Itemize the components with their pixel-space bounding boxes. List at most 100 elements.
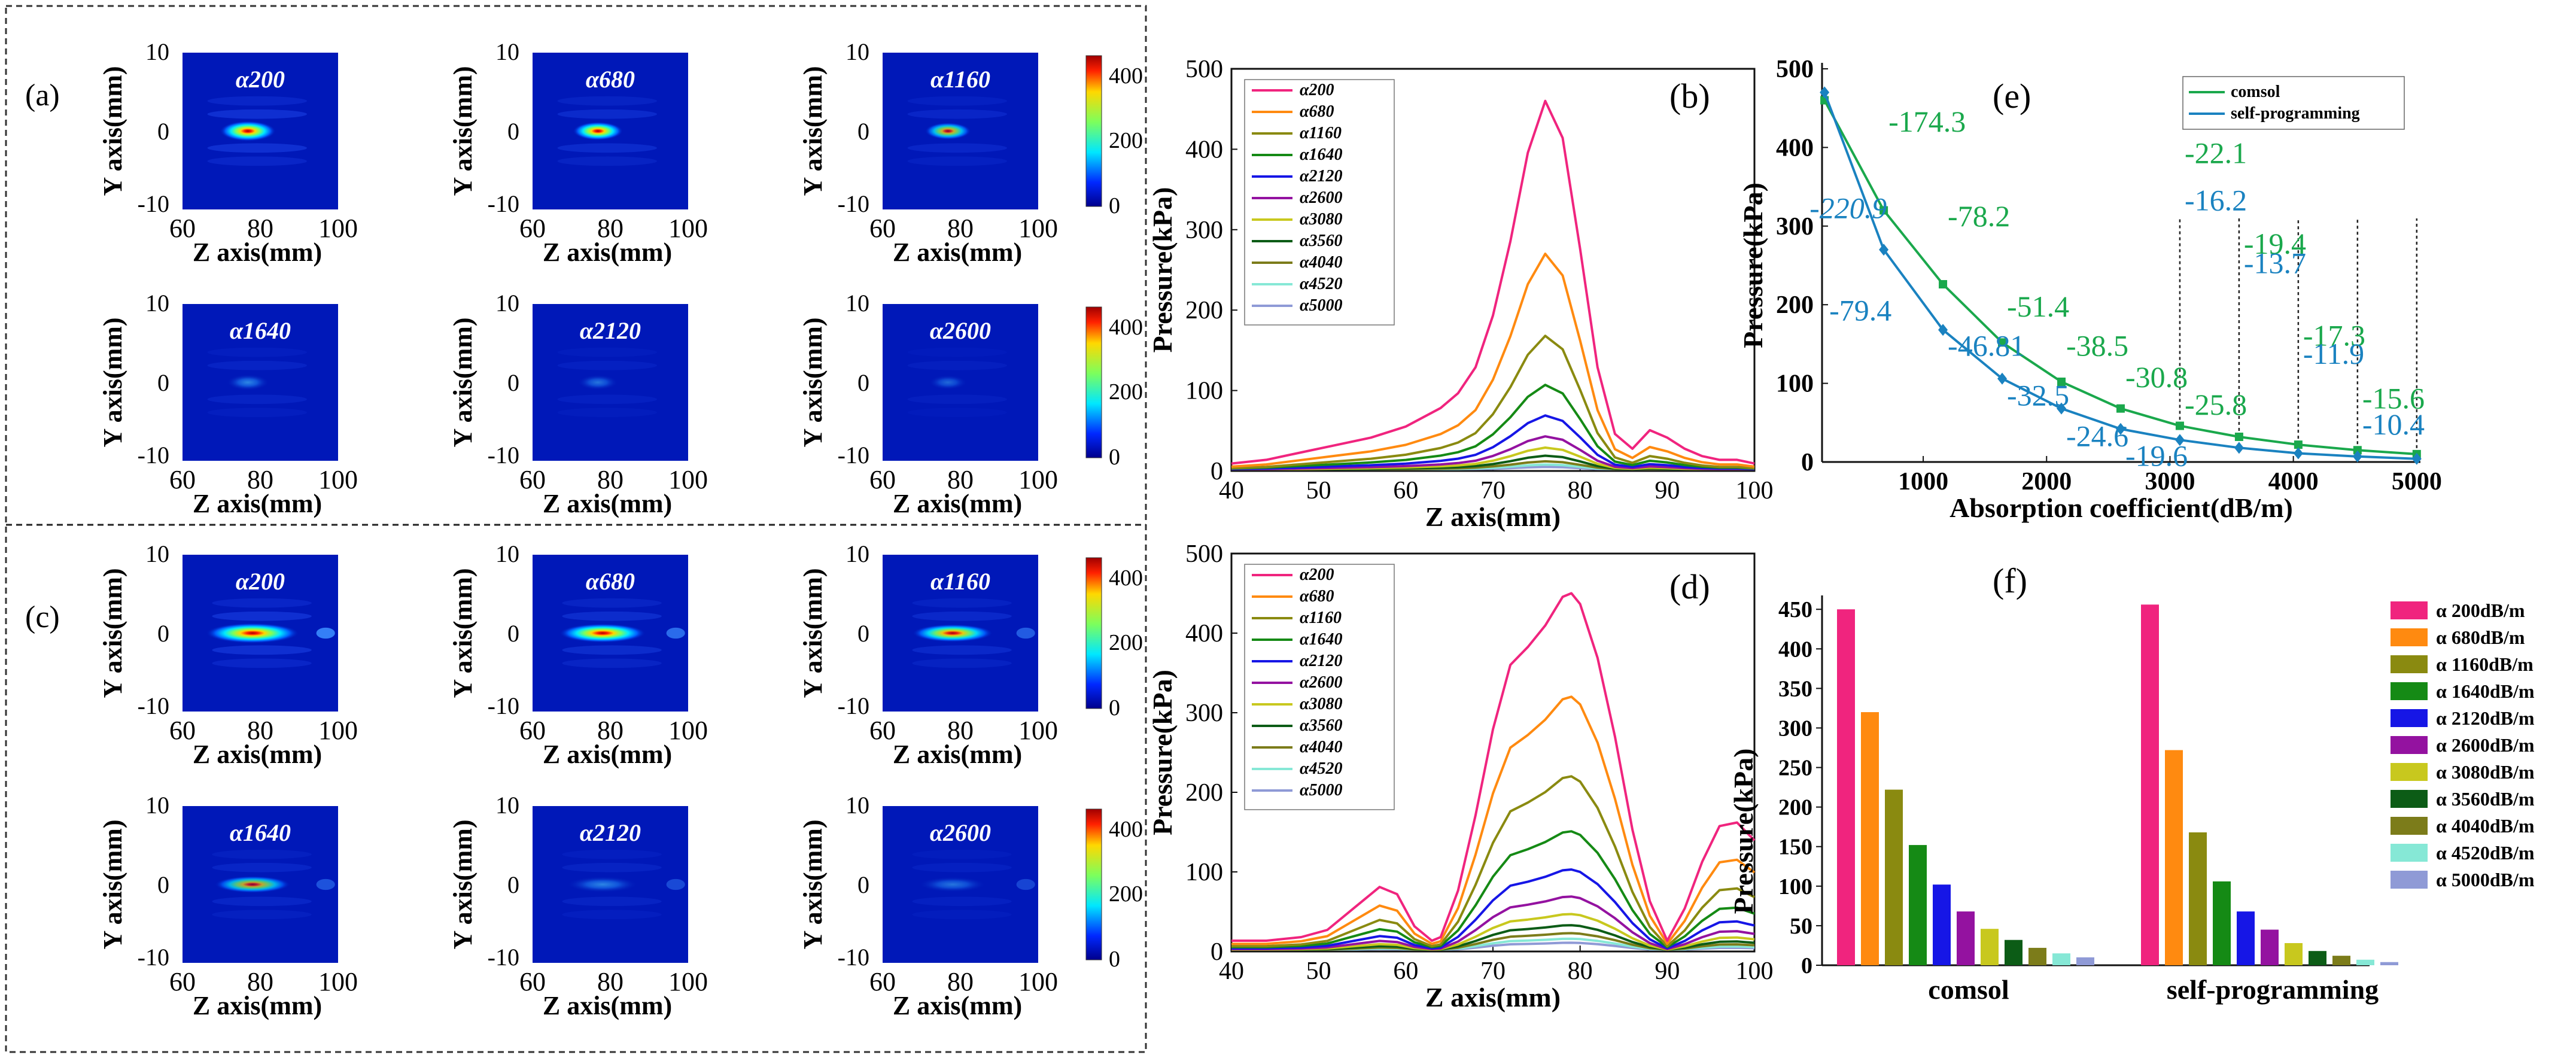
heatmap-x-tick: 80 xyxy=(597,967,624,996)
series-line-comsol xyxy=(1823,99,2417,455)
data-point xyxy=(2175,421,2184,430)
y-tick-label: 200 xyxy=(1776,291,1814,319)
heatmap-tile-label: α2120 xyxy=(580,317,641,344)
selfprog-annotation: -79.4 xyxy=(1829,293,1891,327)
heatmap-y-tick: 0 xyxy=(857,118,869,145)
selfprog-annotation: -24.6 xyxy=(2066,419,2128,453)
heatmap-x-tick: 100 xyxy=(318,967,358,996)
y-tick-label: 250 xyxy=(1778,756,1812,781)
panel-label-b: (b) xyxy=(1669,77,1710,115)
heatmap-x-tick: 80 xyxy=(597,214,624,243)
colorbar-tick: 400 xyxy=(1109,315,1143,340)
heatmap-x-label: Z axis(mm) xyxy=(893,991,1022,1020)
heatmap-y-tick: -10 xyxy=(138,692,169,719)
heatmap-x-tick: 80 xyxy=(597,465,624,494)
bar-self-programming-8 xyxy=(2332,956,2350,965)
heatmap-x-tick: 60 xyxy=(169,716,196,745)
legend-label: α3560 xyxy=(1300,716,1343,735)
x-tick-label: 80 xyxy=(1568,477,1593,504)
bar-self-programming-2 xyxy=(2189,832,2207,965)
heatmap-side-lobe xyxy=(562,896,662,907)
heatmap-y-tick: -10 xyxy=(488,442,519,469)
y-tick-label: 100 xyxy=(1776,370,1814,398)
y-axis-label: Pressure(kPa) xyxy=(1738,183,1768,348)
x-tick-label: 5000 xyxy=(2392,468,2442,495)
y-tick-label: 500 xyxy=(1776,56,1814,83)
x-axis-label: Z axis(mm) xyxy=(1425,982,1561,1013)
heatmap-secondary-spot xyxy=(666,627,685,639)
selfprog-annotation: -13.7 xyxy=(2244,247,2306,280)
bar-comsol-8 xyxy=(2028,947,2046,965)
legend-swatch xyxy=(2391,817,2428,835)
heatmap-side-lobe xyxy=(212,862,312,872)
heatmap-y-tick: -10 xyxy=(838,944,869,971)
bar-self-programming-4 xyxy=(2237,911,2255,965)
series-line-α680 xyxy=(1231,253,1755,468)
heatmap-side-lobe xyxy=(212,598,312,608)
legend-label: α3080 xyxy=(1300,695,1343,713)
legend-label: α2600 xyxy=(1300,189,1343,207)
heatmap-y-tick: -10 xyxy=(138,944,169,971)
legend-label: α 1640dB/m xyxy=(2436,680,2535,702)
x-tick-label: 60 xyxy=(1393,957,1418,985)
heatmap-secondary-spot xyxy=(666,878,685,890)
heatmap-x-tick: 100 xyxy=(318,465,358,494)
legend-label: α1640 xyxy=(1300,630,1343,649)
heatmap-side-lobe xyxy=(912,658,1012,668)
heatmap-side-lobe xyxy=(207,96,307,106)
heatmap-y-tick: 0 xyxy=(157,871,169,898)
heatmap-y-label: Y axis(mm) xyxy=(448,317,478,447)
legend-swatch xyxy=(2391,709,2428,727)
y-tick-label: 100 xyxy=(1185,859,1223,886)
legend-label: α 1160dB/m xyxy=(2436,653,2534,675)
colorbar xyxy=(1085,306,1102,458)
heatmap-focal-spot xyxy=(567,876,638,893)
legend-swatch xyxy=(2391,682,2428,700)
comsol-annotation: -17.3 xyxy=(2303,319,2365,352)
colorbar-tick: 200 xyxy=(1109,128,1143,153)
heatmap-tile-label: α200 xyxy=(236,66,285,93)
selfprog-annotation: -32.5 xyxy=(2007,378,2069,412)
y-tick-label: 200 xyxy=(1778,795,1812,820)
bar-self-programming-5 xyxy=(2261,929,2279,965)
heatmap-side-lobe xyxy=(907,394,1008,405)
y-axis-label: Pressure(kPa) xyxy=(1147,670,1178,835)
y-tick-label: 350 xyxy=(1778,676,1812,701)
legend-swatch xyxy=(2391,871,2428,889)
heatmap-side-lobe xyxy=(557,394,657,405)
selfprog-annotation: -11.9 xyxy=(2303,337,2364,370)
heatmap-side-lobe xyxy=(562,598,662,608)
y-tick-label: 300 xyxy=(1185,217,1223,244)
bar-comsol-4 xyxy=(1933,884,1951,965)
heatmap-side-lobe xyxy=(907,96,1008,106)
heatmap-y-tick: 10 xyxy=(145,38,169,65)
heatmap-x-tick: 80 xyxy=(947,967,974,996)
x-tick-label: 2000 xyxy=(2021,468,2072,495)
heatmap-side-lobe xyxy=(562,849,662,859)
heatmap-focal-spot xyxy=(919,877,987,892)
heatmap-side-lobe xyxy=(557,408,657,418)
data-point xyxy=(2294,440,2303,449)
heatmap-side-lobe xyxy=(207,394,307,405)
heatmap-tile-label: α2120 xyxy=(580,819,641,846)
heatmap-x-tick: 60 xyxy=(519,967,546,996)
line-chart-e: 1000 2000 3000 4000 5000 0 100 200 300 400 500 Abso… xyxy=(1738,56,2442,523)
heatmap-x-tick: 80 xyxy=(597,716,624,745)
colorbar xyxy=(1085,55,1102,207)
colorbar-tick: 0 xyxy=(1109,947,1120,972)
bar-comsol-9 xyxy=(2052,953,2070,965)
heatmap-focal-spot xyxy=(215,875,290,893)
data-point xyxy=(1997,372,2008,385)
legend-label: α5000 xyxy=(1300,781,1343,799)
x-tick-label: 1000 xyxy=(1898,468,1948,495)
heatmap-focal-spot xyxy=(559,624,646,643)
legend-swatch xyxy=(2391,655,2428,673)
data-point xyxy=(1998,338,2007,347)
bar-self-programming-1 xyxy=(2165,750,2183,965)
heatmap-secondary-spot xyxy=(1016,627,1035,639)
heatmap-focal-spot xyxy=(573,121,624,141)
legend-label: α1160 xyxy=(1300,124,1342,142)
